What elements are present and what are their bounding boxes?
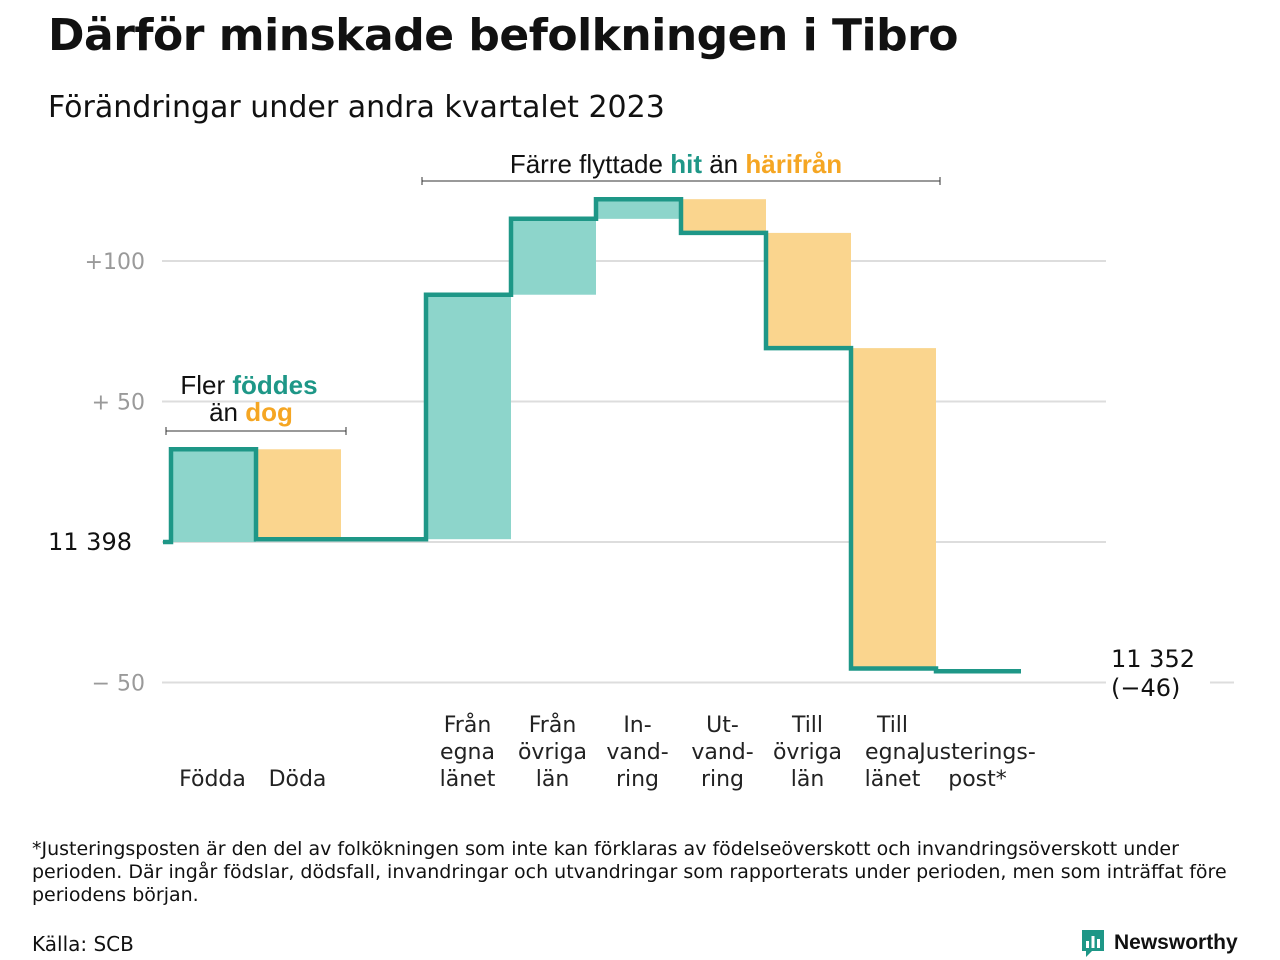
annotation-births-line2: än dog	[209, 397, 293, 427]
bar-döda	[256, 449, 341, 540]
source-label: Källa: SCB	[32, 932, 134, 956]
category-label: ring	[701, 767, 744, 792]
category-label: län	[791, 767, 825, 792]
bar-från-egna-länet	[426, 294, 511, 540]
bar-till-egna-länet	[851, 348, 936, 669]
bar-in-vand-ring	[596, 199, 681, 219]
category-label: vand-	[606, 740, 668, 765]
category-label: Födda	[179, 767, 246, 792]
bar-födda	[171, 449, 256, 542]
category-label: egna	[865, 740, 920, 765]
annotation-migration: Färre flyttade hit än härifrån	[421, 149, 941, 185]
start-value-label: 11 398	[48, 528, 132, 556]
category-label: Justerings-	[917, 740, 1036, 765]
annotation-births-line1: Fler föddes	[180, 370, 317, 400]
bar-från-övriga-län	[511, 218, 596, 295]
category-label: ring	[616, 767, 659, 792]
bar-ut-vand-ring	[681, 199, 766, 233]
category-label: egna	[440, 740, 495, 765]
annotation-births: Fler föddes än dog	[165, 370, 347, 435]
category-label: län	[536, 767, 570, 792]
category-label: övriga	[518, 740, 587, 765]
brand[interactable]: Newsworthy	[1080, 928, 1238, 958]
category-label: länet	[440, 767, 496, 792]
y-tick-label: +100	[85, 250, 145, 275]
cumulative-line-path	[163, 196, 1021, 674]
category-label: Till	[876, 713, 908, 738]
category-label: Ut-	[706, 713, 739, 738]
bars	[171, 199, 936, 669]
category-label: post*	[948, 767, 1007, 792]
brand-name: Newsworthy	[1114, 931, 1238, 954]
category-label: In-	[623, 713, 651, 738]
category-label: Till	[791, 713, 823, 738]
cumulative-line	[163, 196, 1021, 674]
category-label: Från	[444, 712, 492, 738]
chart-subtitle: Förändringar under andra kvartalet 2023	[48, 90, 665, 125]
bar-till-övriga-län	[766, 232, 851, 349]
category-labels: Födda DödaFrånegnalänetFrånövrigalänIn-va…	[179, 712, 1036, 792]
y-tick-label: + 50	[92, 391, 145, 416]
y-axis-ticks: +100 + 50 11 398 − 50	[48, 250, 145, 697]
net-change-label: (−46)	[1111, 674, 1180, 702]
end-value-label: 11 352	[1111, 645, 1195, 673]
annotation-migration-bracket	[421, 177, 941, 185]
footnote: *Justeringsposten är den del av folkökni…	[32, 838, 1227, 906]
category-label: övriga	[773, 740, 842, 765]
newsworthy-logo-icon	[1082, 930, 1104, 957]
category-label: Från	[529, 712, 577, 738]
annotation-migration-text: Färre flyttade hit än härifrån	[510, 149, 842, 179]
category-label: Döda	[269, 767, 327, 792]
category-label: vand-	[691, 740, 753, 765]
chart-title: Därför minskade befolkningen i Tibro	[48, 10, 959, 61]
annotation-births-bracket	[165, 427, 347, 435]
gridlines	[162, 260, 1234, 684]
category-label: länet	[865, 767, 921, 792]
y-tick-label: − 50	[92, 672, 145, 697]
